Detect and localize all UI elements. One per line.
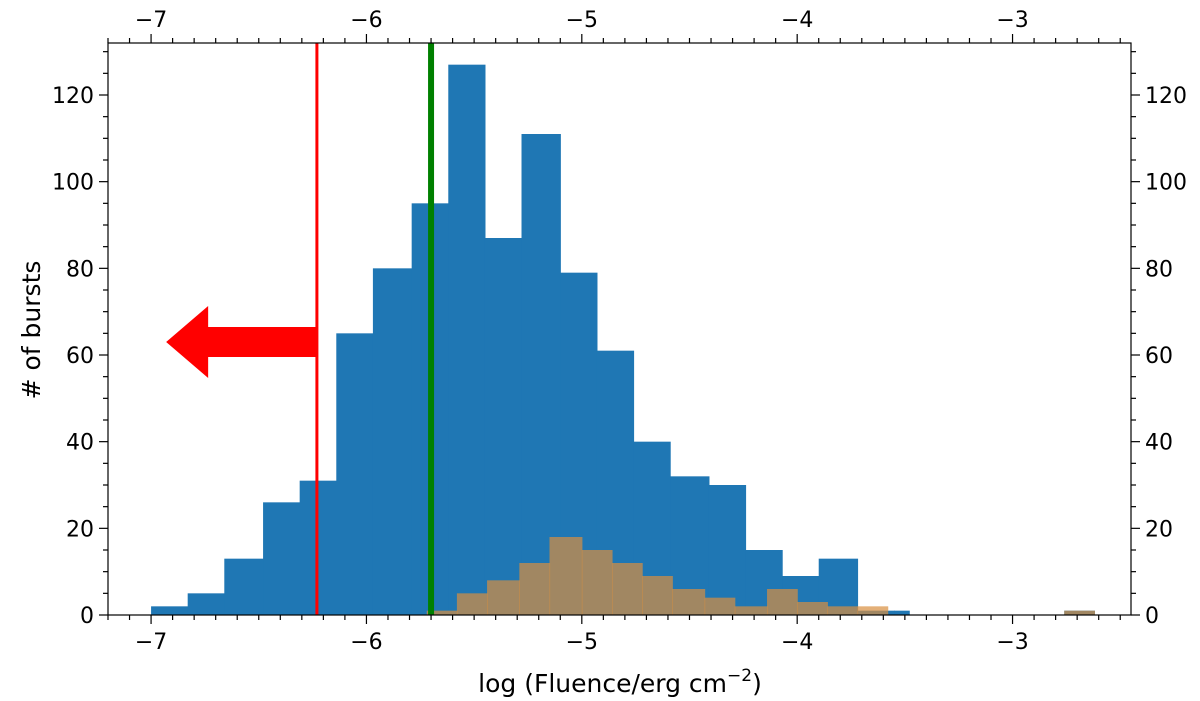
histogram-bar-1-15 xyxy=(1064,610,1095,615)
y-tick-label-right: 80 xyxy=(1145,257,1173,282)
x-tick-label-top: −4 xyxy=(781,8,813,33)
bars-layer xyxy=(151,64,1095,616)
y-tick-label-right: 60 xyxy=(1145,344,1173,369)
histogram-bar-1-6 xyxy=(611,563,643,615)
histogram-bar-0-8 xyxy=(448,64,486,615)
histogram-bar-1-2 xyxy=(487,580,520,615)
histogram-bar-1-5 xyxy=(581,550,613,615)
y-tick-label-right: 20 xyxy=(1145,517,1173,542)
axes-layer: −7 −7 −6 −6 −5 −5 −4 −4 −3 −3 0 0 20 20 40 40 60 60 80 80 10… xyxy=(52,8,1187,655)
y-tick-label-left: 40 xyxy=(66,431,94,456)
histogram-bar-0-15 xyxy=(708,485,747,615)
y-tick-label-right: 100 xyxy=(1145,171,1187,196)
histogram-bar-1-1 xyxy=(456,593,488,615)
x-axis-label-superscript: −2 xyxy=(727,666,752,686)
histogram-bar-1-12 xyxy=(797,602,828,615)
y-tick-label-left: 120 xyxy=(52,84,94,109)
histogram-bar-0-10 xyxy=(521,134,561,615)
y-tick-label-left: 100 xyxy=(52,171,94,196)
x-tick-label-bottom: −7 xyxy=(135,630,167,655)
y-tick-label-left: 60 xyxy=(66,344,94,369)
threshold-arrow xyxy=(166,306,317,378)
histogram-bar-0-6 xyxy=(372,268,413,615)
histogram-bar-0-0 xyxy=(151,606,189,615)
histogram-bar-1-7 xyxy=(642,576,673,615)
y-axis-label: # of bursts xyxy=(17,261,46,400)
histogram-bar-1-3 xyxy=(519,563,551,615)
histogram-bar-1-9 xyxy=(704,597,736,615)
histogram-bar-1-14 xyxy=(857,606,889,615)
histogram-bar-0-1 xyxy=(187,593,225,615)
reference-lines-layer xyxy=(166,43,435,615)
y-tick-label-right: 0 xyxy=(1145,604,1159,629)
histogram-bar-0-5 xyxy=(336,333,374,615)
histogram-bar-1-8 xyxy=(672,589,706,615)
x-tick-label-bottom: −4 xyxy=(781,630,813,655)
y-tick-label-right: 40 xyxy=(1145,431,1173,456)
y-tick-label-left: 0 xyxy=(80,604,94,629)
histogram-bar-1-11 xyxy=(767,589,798,615)
plot-frame xyxy=(107,42,1132,616)
x-axis-label: log (Fluence/erg cm−2) xyxy=(478,666,762,698)
x-tick-label-top: −6 xyxy=(350,8,382,33)
x-tick-label-bottom: −6 xyxy=(350,630,382,655)
x-tick-label-top: −3 xyxy=(996,8,1028,33)
histogram-bar-0-2 xyxy=(224,558,264,615)
histogram-bar-0-3 xyxy=(263,502,301,615)
histogram-bar-0-20 xyxy=(894,610,910,615)
histogram-bar-1-0 xyxy=(426,610,458,615)
histogram-bar-1-10 xyxy=(734,606,768,615)
x-tick-label-bottom: −3 xyxy=(996,630,1028,655)
y-tick-label-left: 80 xyxy=(66,257,94,282)
histogram-bar-0-9 xyxy=(484,238,523,615)
y-tick-label-left: 20 xyxy=(66,517,94,542)
x-tick-label-top: −7 xyxy=(135,8,167,33)
histogram-bar-1-4 xyxy=(549,537,583,615)
y-tick-label-right: 120 xyxy=(1145,84,1187,109)
x-tick-label-bottom: −5 xyxy=(566,630,598,655)
histogram-bar-1-13 xyxy=(827,606,859,615)
x-tick-label-top: −5 xyxy=(566,8,598,33)
